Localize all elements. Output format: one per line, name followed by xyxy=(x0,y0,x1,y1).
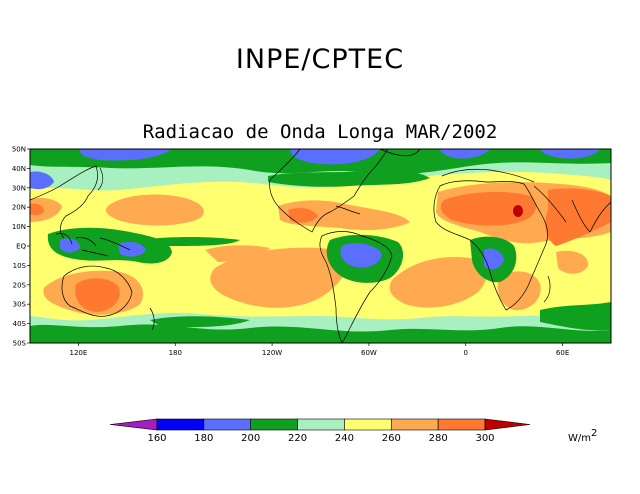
colorbar-tick-label: 220 xyxy=(288,433,307,444)
colorbar-tick-label: 240 xyxy=(335,433,354,444)
colorbar-tick-label: 200 xyxy=(241,433,260,444)
field-180-200-amazon xyxy=(340,243,382,268)
field-180-200-n-atlantic-storm xyxy=(290,149,380,165)
field-280-300-c-america xyxy=(288,208,318,223)
field-260-280-s-atlantic xyxy=(389,256,487,308)
lat-label: 40N xyxy=(12,165,26,173)
lat-label: 20S xyxy=(13,281,27,289)
field-200-220-s-indian xyxy=(540,302,611,331)
lon-label: 60W xyxy=(361,349,377,357)
colorbar-tick-label: 300 xyxy=(475,433,494,444)
lon-label: 60E xyxy=(556,349,569,357)
field-180-200-siberia xyxy=(540,149,600,159)
colorbar-bin-240_260 xyxy=(344,418,392,431)
field-180-200-congo xyxy=(484,248,504,270)
lon-label: 0 xyxy=(464,349,468,357)
colorbar-tick-label: 280 xyxy=(429,433,448,444)
colorbar-bin-180_200 xyxy=(203,418,252,431)
colorbar-bin-280_300 xyxy=(437,418,486,431)
lat-label: 40S xyxy=(13,320,27,328)
latitude-axis: 50N 40N 30N 20N 10N EQ 10S 20S 30S 40S 50S xyxy=(12,146,30,348)
field-280-300-arabia xyxy=(545,188,611,246)
units-base: W/m xyxy=(568,433,591,444)
colorbar-below-160 xyxy=(109,418,158,431)
longitude-axis: 120E 180 120W 60W 0 60E xyxy=(70,343,569,357)
field-200-220-n-atlantic xyxy=(268,169,430,187)
lat-label: 10S xyxy=(13,262,27,270)
field-260-280-s-pacific xyxy=(210,247,352,308)
field-above-300-sahara xyxy=(513,205,523,217)
colorbar-above-300 xyxy=(484,418,531,431)
colorbar-tick-label: 160 xyxy=(147,433,166,444)
field-260-280-n-pacific xyxy=(105,194,204,226)
field-200-220-south xyxy=(30,324,611,343)
field-200-220-maritime-continent xyxy=(47,227,172,264)
map-title: Radiacao de Onda Longa MAR/2002 xyxy=(142,121,498,143)
lat-label: 50N xyxy=(12,146,26,154)
units-exponent: 2 xyxy=(591,428,598,439)
field-260-280-pacific-east xyxy=(205,245,270,262)
field-200-220-s-pacific xyxy=(150,316,250,328)
colorbar-bin-200_220 xyxy=(250,418,298,431)
lon-label: 180 xyxy=(169,349,182,357)
lat-label: 20N xyxy=(12,204,26,212)
lon-label: 120E xyxy=(70,349,88,357)
units-label: W/m2 xyxy=(568,428,597,444)
lat-label: EQ xyxy=(16,243,26,251)
field-260-280-indian xyxy=(556,250,589,274)
field-180-200-indonesia xyxy=(60,238,80,253)
colorbar-bin-220_240 xyxy=(297,418,345,431)
field-280-300-sahara xyxy=(440,191,536,226)
colorbar-bin-160_180 xyxy=(156,418,205,431)
lat-label: 50S xyxy=(13,340,27,348)
lon-label: 120W xyxy=(262,349,282,357)
lat-label: 10N xyxy=(12,223,26,231)
colorbar-tick-label: 180 xyxy=(194,433,213,444)
lat-label: 30N xyxy=(12,184,26,192)
field-180-200-europe xyxy=(440,149,490,159)
field-200-220-itcz-pacific xyxy=(140,237,240,246)
field-260-280-w-pacific xyxy=(30,198,62,222)
field-280-300-australia xyxy=(75,278,120,312)
coastlines xyxy=(30,149,611,343)
lat-label: 30S xyxy=(13,301,27,309)
header-title: INPE/CPTEC xyxy=(235,44,405,75)
field-180-200-n-pacific-storm xyxy=(80,149,170,161)
field-180-200-wpac xyxy=(118,242,146,257)
field-280-300-w-pacific xyxy=(30,203,44,216)
field-260-280-c-america xyxy=(278,200,410,230)
colorbar-tick-label: 260 xyxy=(382,433,401,444)
field-180-200-asia-north xyxy=(30,171,54,190)
colorbar: 160 180 200 220 240 260 280 300 xyxy=(109,418,531,444)
colorbar-bin-260_280 xyxy=(390,418,439,431)
